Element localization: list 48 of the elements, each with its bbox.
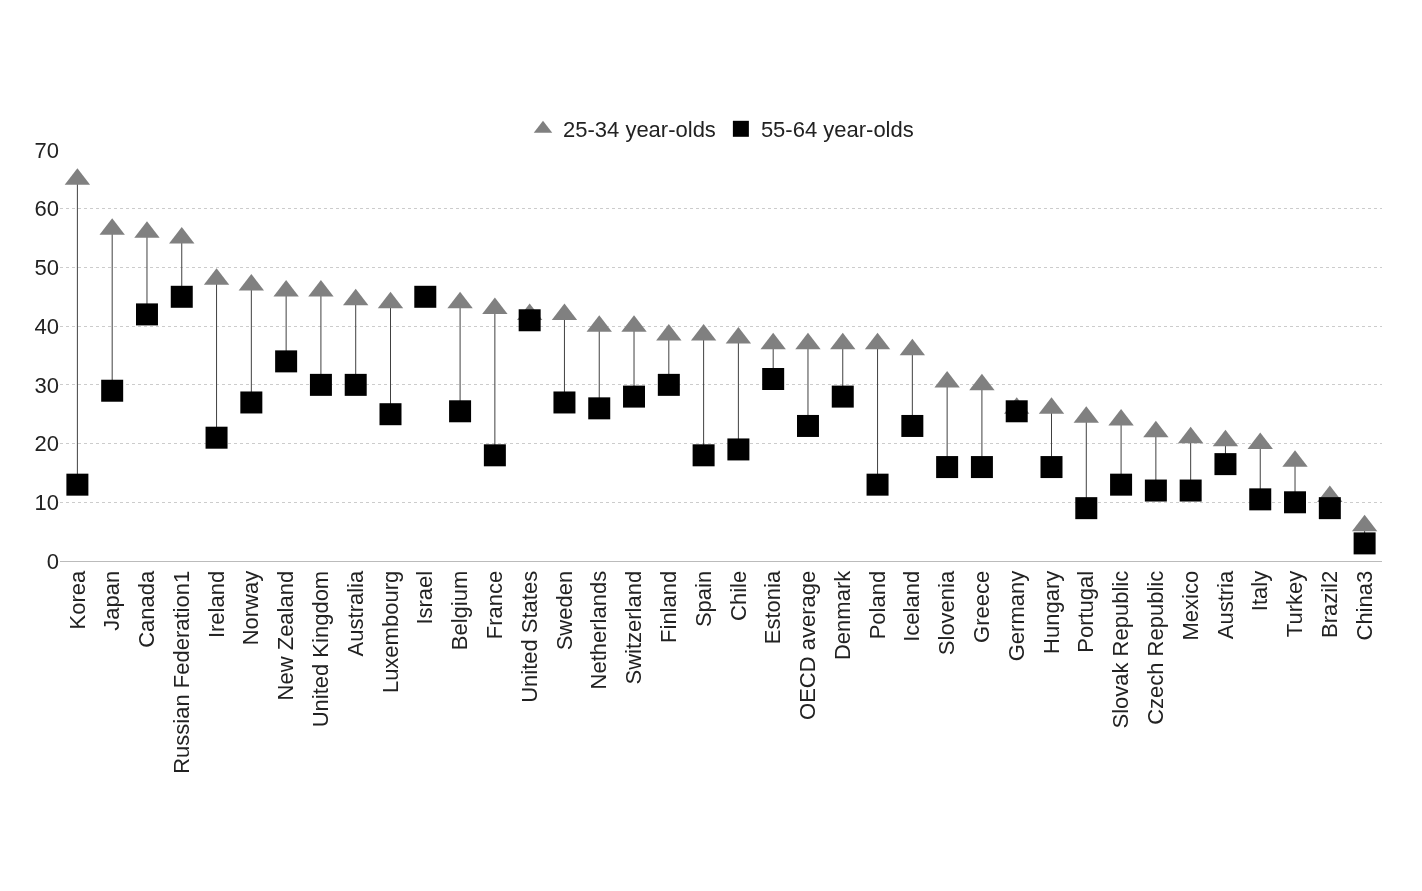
- x-tick-label: Greece: [969, 570, 995, 643]
- legend-label: 55-64 year-olds: [760, 117, 914, 143]
- y-tick-label: 0: [46, 548, 59, 574]
- x-tick-label: Turkey: [1282, 570, 1308, 638]
- y-tick-label: 70: [34, 137, 59, 163]
- x-tick-label: Russian Federation1: [168, 570, 194, 774]
- x-tick-label: Mexico: [1177, 570, 1203, 641]
- x-tick-label: Korea: [64, 570, 90, 630]
- x-tick-label: New Zealand: [273, 570, 299, 701]
- x-tick-label: Switzerland: [621, 570, 647, 685]
- x-tick-label: Estonia: [760, 570, 786, 645]
- y-tick-label: 30: [34, 372, 59, 398]
- x-tick-label: Denmark: [829, 569, 855, 661]
- x-tick-label: Israel: [412, 570, 438, 625]
- x-tick-label: China3: [1351, 570, 1377, 641]
- x-tick-label: Netherlands: [586, 570, 612, 690]
- y-tick-label: 10: [34, 489, 59, 515]
- x-tick-label: Canada: [134, 570, 160, 648]
- x-tick-label: Chile: [725, 570, 751, 621]
- x-tick-label: Luxembourg: [377, 570, 403, 694]
- x-tick-label: Slovak Republic: [1108, 570, 1134, 729]
- x-tick-label: Spain: [690, 570, 716, 628]
- x-tick-label: United States: [516, 570, 542, 703]
- x-tick-label: Finland: [655, 570, 681, 643]
- y-tick-label: 20: [34, 431, 59, 457]
- x-tick-label: Sweden: [551, 570, 577, 651]
- x-tick-label: Australia: [342, 570, 368, 657]
- x-tick-label: Hungary: [1038, 570, 1064, 654]
- x-tick-label: OECD average: [795, 570, 821, 720]
- y-tick-label: 40: [34, 313, 59, 339]
- x-tick-label: Norway: [238, 570, 264, 646]
- y-tick-label: 60: [34, 196, 59, 222]
- legend-label: 25-34 year-olds: [563, 117, 716, 143]
- x-tick-label: Brazil2: [1316, 570, 1342, 639]
- x-tick-label: Austria: [1212, 570, 1238, 640]
- x-tick-label: United Kingdom: [308, 570, 334, 728]
- x-tick-label: Belgium: [447, 570, 473, 651]
- x-tick-label: Ireland: [203, 570, 229, 639]
- x-tick-label: Germany: [1003, 570, 1029, 662]
- x-tick-label: Poland: [864, 570, 890, 640]
- x-tick-label: Slovenia: [934, 570, 960, 656]
- x-tick-label: France: [482, 570, 508, 640]
- y-tick-label: 50: [34, 255, 59, 281]
- x-tick-label: Iceland: [899, 570, 925, 642]
- x-tick-label: Japan: [99, 570, 125, 631]
- x-tick-label: Italy: [1247, 570, 1273, 612]
- x-tick-label: Czech Republic: [1143, 570, 1169, 725]
- x-tick-label: Portugal: [1073, 570, 1099, 653]
